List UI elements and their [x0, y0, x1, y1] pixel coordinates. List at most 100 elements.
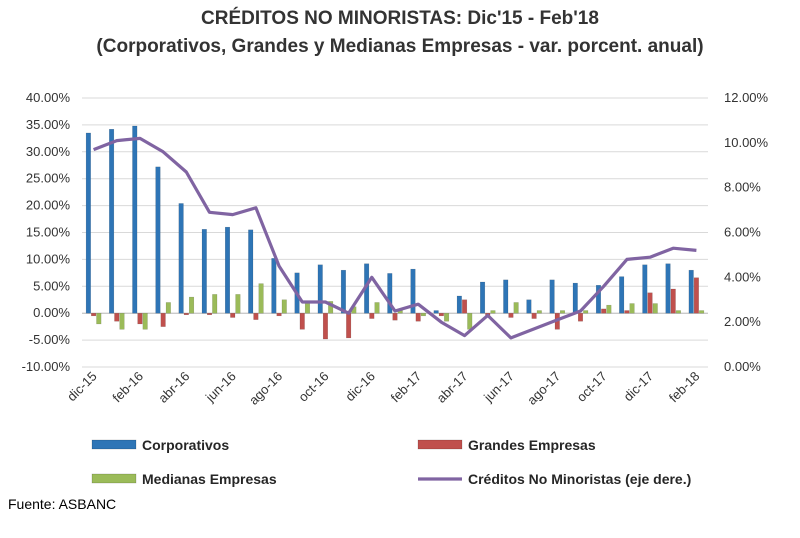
- bar-medianas-empresas: [699, 310, 705, 314]
- y-left-tick-label: 25.00%: [26, 171, 71, 186]
- bar-grandes-empresas: [137, 313, 143, 325]
- y-left-tick-label: 0.00%: [33, 305, 70, 320]
- y-right-tick-label: 6.00%: [724, 225, 761, 240]
- legend-swatch: [417, 439, 463, 450]
- bar-grandes-empresas: [160, 313, 166, 327]
- bar-medianas-empresas: [583, 310, 589, 314]
- y-left-tick-label: 5.00%: [33, 278, 70, 293]
- bar-medianas-empresas: [96, 313, 102, 325]
- bar-medianas-empresas: [119, 313, 125, 330]
- y-right-tick-label: 0.00%: [724, 359, 761, 374]
- bar-corporativos: [201, 229, 207, 314]
- source-note: Fuente: ASBANC: [8, 496, 117, 512]
- bar-corporativos: [572, 282, 578, 314]
- bar-corporativos: [387, 273, 393, 314]
- x-tick-label: dic-17: [621, 369, 657, 405]
- bar-corporativos: [503, 279, 509, 314]
- bar-corporativos: [642, 264, 648, 314]
- bar-corporativos: [340, 269, 346, 314]
- y-right-tick-label: 4.00%: [724, 269, 761, 284]
- y-right-tick-label: 8.00%: [724, 180, 761, 195]
- x-tick-label: abr-16: [155, 369, 192, 406]
- bar-medianas-empresas: [629, 303, 635, 314]
- bar-grandes-empresas: [462, 299, 468, 314]
- bar-medianas-empresas: [281, 299, 287, 314]
- x-tick-label: feb-16: [109, 369, 146, 406]
- bar-corporativos: [178, 203, 184, 314]
- bar-medianas-empresas: [304, 302, 310, 314]
- y-left-tick-label: -5.00%: [29, 332, 71, 347]
- bar-medianas-empresas: [165, 302, 171, 314]
- bar-corporativos: [155, 166, 161, 314]
- bar-corporativos: [410, 268, 416, 314]
- x-tick-label: ago-17: [524, 369, 563, 408]
- legend-label: Corporativos: [142, 437, 229, 453]
- bar-medianas-empresas: [420, 313, 426, 317]
- y-right-tick-label: 2.00%: [724, 314, 761, 329]
- bar-grandes-empresas: [438, 313, 444, 317]
- legend-label: Medianas Empresas: [142, 471, 277, 487]
- legend-swatch: [91, 473, 137, 484]
- bar-corporativos: [549, 279, 555, 314]
- bar-corporativos: [526, 299, 532, 314]
- bar-corporativos: [456, 295, 462, 314]
- bar-grandes-empresas: [91, 313, 97, 317]
- bar-medianas-empresas: [142, 313, 148, 330]
- bar-grandes-empresas: [693, 277, 699, 314]
- bar-corporativos: [225, 226, 231, 314]
- bar-medianas-empresas: [235, 294, 241, 314]
- y-left-tick-label: 10.00%: [26, 251, 71, 266]
- y-left-tick-label: 20.00%: [26, 198, 71, 213]
- x-tick-label: oct-17: [574, 369, 610, 405]
- legend-label: Grandes Empresas: [468, 437, 596, 453]
- bar-medianas-empresas: [559, 310, 565, 314]
- bar-grandes-empresas: [276, 313, 282, 317]
- bar-corporativos: [595, 285, 601, 314]
- bar-medianas-empresas: [467, 313, 473, 330]
- bar-grandes-empresas: [114, 313, 120, 322]
- bar-grandes-empresas: [299, 313, 305, 330]
- bar-grandes-empresas: [531, 313, 537, 319]
- bar-medianas-empresas: [258, 283, 264, 314]
- bar-grandes-empresas: [577, 313, 583, 322]
- bar-corporativos: [665, 263, 671, 314]
- x-tick-label: feb-18: [666, 369, 703, 406]
- chart-subtitle: (Corporativos, Grandes y Medianas Empres…: [96, 36, 704, 57]
- bar-grandes-empresas: [415, 313, 421, 322]
- x-tick-label: oct-16: [295, 369, 331, 405]
- y-left-tick-label: 30.00%: [26, 144, 71, 159]
- bar-medianas-empresas: [490, 310, 496, 314]
- bar-grandes-empresas: [670, 288, 676, 314]
- bar-corporativos: [248, 229, 254, 314]
- legend-label: Créditos No Minoristas (eje dere.): [468, 471, 691, 487]
- y-left-tick-label: 35.00%: [26, 117, 71, 132]
- x-tick-label: feb-17: [388, 369, 425, 406]
- bar-corporativos: [480, 281, 486, 314]
- x-tick-label: jun-17: [480, 369, 517, 406]
- bar-corporativos: [271, 258, 277, 314]
- bar-grandes-empresas: [207, 313, 213, 316]
- bar-grandes-empresas: [647, 292, 653, 314]
- bar-grandes-empresas: [369, 313, 375, 319]
- x-tick-label: ago-16: [246, 369, 285, 408]
- bar-grandes-empresas: [322, 313, 328, 340]
- bar-corporativos: [132, 125, 138, 314]
- x-tick-label: dic-16: [342, 369, 378, 405]
- bar-grandes-empresas: [508, 313, 514, 318]
- bar-medianas-empresas: [606, 304, 612, 314]
- bar-grandes-empresas: [601, 308, 607, 314]
- bar-corporativos: [109, 129, 115, 314]
- line-creditos-no-minoristas: [93, 136, 697, 340]
- legend-swatch: [91, 439, 137, 450]
- bar-grandes-empresas: [392, 313, 398, 321]
- bar-grandes-empresas: [624, 310, 630, 314]
- bar-medianas-empresas: [189, 296, 195, 314]
- bar-medianas-empresas: [374, 302, 380, 314]
- bar-grandes-empresas: [183, 313, 189, 316]
- y-right-tick-label: 10.00%: [724, 135, 769, 150]
- x-tick-label: abr-17: [433, 369, 470, 406]
- y-right-tick-label: 12.00%: [724, 90, 769, 105]
- bar-medianas-empresas: [652, 303, 658, 314]
- bar-corporativos: [688, 269, 694, 314]
